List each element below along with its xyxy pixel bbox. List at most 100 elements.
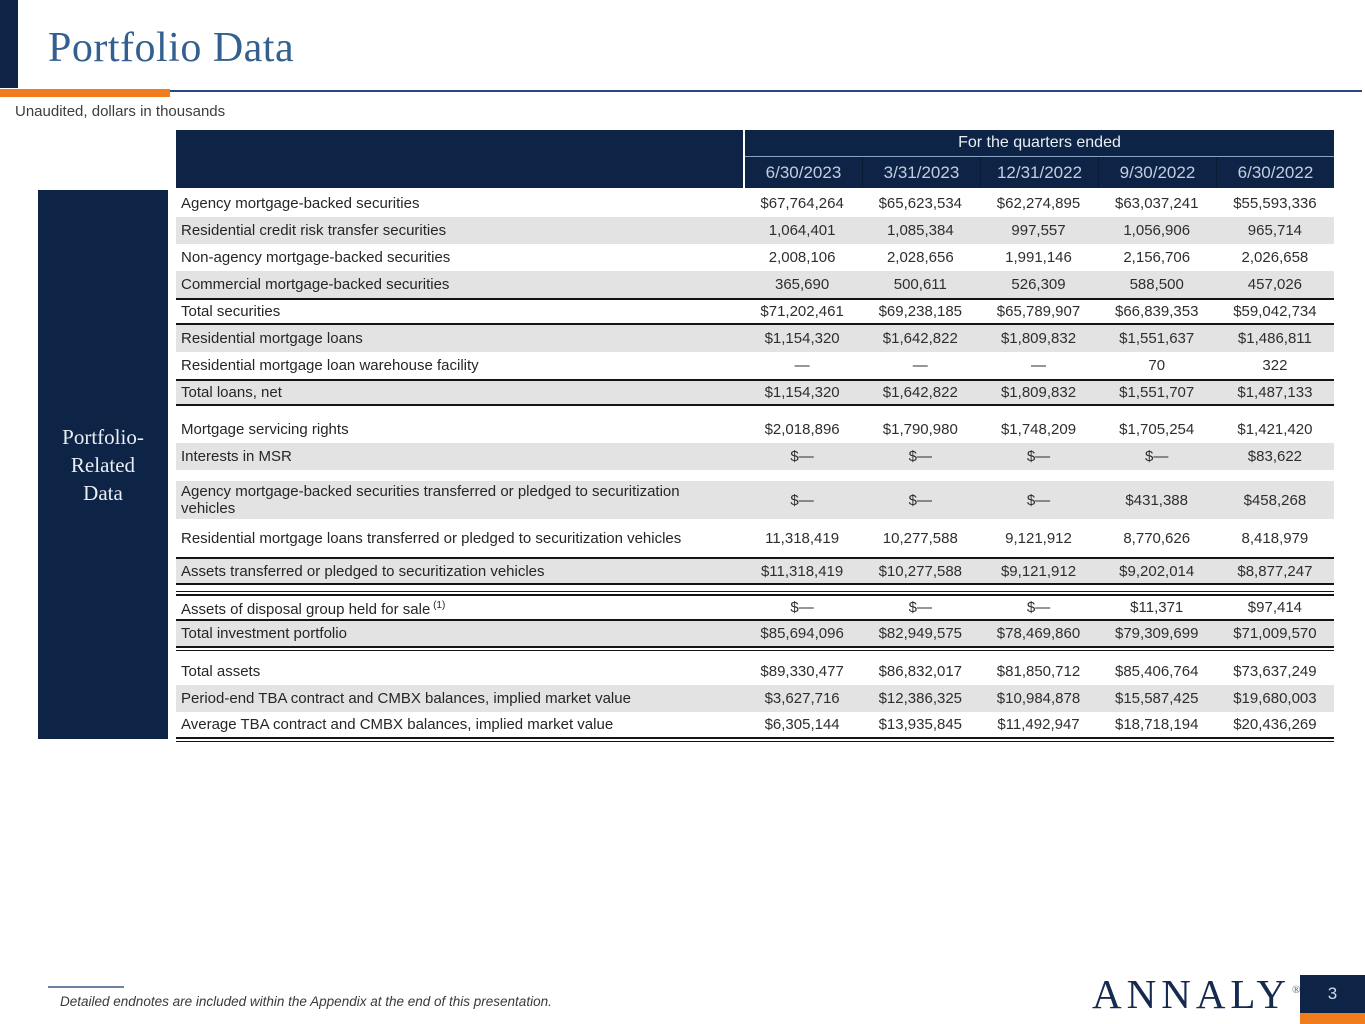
cell-value: 9,121,912	[1005, 529, 1072, 547]
table-header-quarters: For the quarters ended 6/30/2023 3/31/202…	[743, 130, 1334, 188]
cell-value: $—	[790, 448, 814, 465]
horizontal-rule	[176, 591, 1334, 592]
row-spacer	[176, 406, 1334, 415]
cell-value: 588,500	[1129, 276, 1184, 293]
cell-value: $83,622	[1247, 448, 1303, 465]
cell-value: 11,318,419	[765, 529, 840, 547]
row-label: Total investment portfolio	[181, 625, 347, 642]
cell-value: $458,268	[1243, 491, 1307, 509]
annaly-logo-text: ANNALY	[1092, 971, 1291, 1017]
cell-value: $431,388	[1125, 491, 1188, 509]
title-underline-orange	[0, 89, 170, 97]
cell-value: $69,238,185	[878, 303, 963, 320]
row-label: Average TBA contract and CMBX balances, …	[181, 716, 614, 733]
cell-value: $97,414	[1247, 599, 1303, 616]
portfolio-table: For the quarters ended 6/30/2023 3/31/202…	[176, 130, 1334, 742]
cell-value: $81,850,712	[996, 663, 1081, 680]
row-label: Residential mortgage loans transferred o…	[181, 529, 682, 547]
cell-value: $13,935,845	[878, 716, 963, 733]
cell-value: 2,028,656	[886, 249, 954, 266]
cell-value: $78,469,860	[996, 625, 1081, 642]
cell-value: $6,305,144	[764, 716, 840, 733]
cell-value: $11,318,419	[760, 562, 844, 580]
row-label: Residential credit risk transfer securit…	[181, 222, 447, 239]
table-row: Agency mortgage-backed securities $67,764…	[176, 190, 1334, 217]
cell-value: $1,421,420	[1237, 420, 1313, 438]
table-row: Total investment portfolio $85,694,096 $82…	[176, 621, 1334, 648]
cell-value: 322	[1262, 357, 1288, 374]
cell-value: $63,037,241	[1115, 195, 1199, 212]
column-header-row: 6/30/2023 3/31/2023 12/31/2022 9/30/2022 6/3…	[745, 157, 1334, 188]
cell-value: $10,277,588	[878, 562, 963, 580]
footnote-marker: (1)	[430, 600, 446, 611]
sidebar-label-line: Related	[70, 452, 136, 477]
cell-value: 365,690	[774, 276, 830, 293]
cell-value: $71,009,570	[1233, 625, 1317, 642]
cell-value: $—	[908, 599, 932, 616]
sidebar-label-line: Portfolio-	[62, 424, 144, 449]
cell-value: $—	[790, 491, 814, 509]
cell-value: 8,418,979	[1241, 529, 1309, 547]
row-label: Total assets	[181, 663, 261, 680]
cell-value: 457,026	[1247, 276, 1303, 293]
row-label: Agency mortgage-backed securities transf…	[181, 483, 680, 517]
table-banner: For the quarters ended	[745, 130, 1334, 157]
cell-value: $1,551,707	[1119, 384, 1195, 401]
page-number-box: 3	[1300, 975, 1365, 1013]
cell-value: $1,809,832	[1000, 384, 1077, 401]
cell-value: $—	[908, 491, 932, 509]
cell-value: $85,694,096	[760, 625, 844, 642]
cell-value: $1,748,209	[1000, 420, 1077, 438]
table-row: Residential mortgage loan warehouse faci…	[176, 352, 1334, 379]
cell-value: $—	[1026, 491, 1051, 509]
annaly-logo: ANNALY®	[1092, 970, 1300, 1018]
column-header: 6/30/2023	[765, 162, 842, 182]
cell-value: 2,026,658	[1241, 249, 1309, 266]
cell-value: $59,042,734	[1233, 303, 1317, 320]
row-label: Agency mortgage-backed securities	[181, 195, 420, 212]
cell-value: $89,330,477	[760, 663, 844, 680]
cell-value: $65,789,907	[996, 303, 1081, 320]
table-row: Agency mortgage-backed securities transf…	[176, 481, 1334, 519]
cell-value: $3,627,716	[764, 690, 840, 707]
cell-value: $20,436,269	[1233, 716, 1317, 733]
cell-value: $71,202,461	[760, 303, 844, 320]
table-row: Total securities $71,202,461 $69,238,185 $6…	[176, 298, 1334, 325]
cell-value: 500,611	[893, 276, 947, 293]
cell-value: $—	[1145, 448, 1169, 465]
cell-value: $1,486,811	[1237, 330, 1312, 347]
table-body: Agency mortgage-backed securities $67,764…	[176, 190, 1334, 742]
table-row: Average TBA contract and CMBX balances, …	[176, 712, 1334, 739]
cell-value: $1,790,980	[882, 420, 958, 438]
cell-value: $66,839,353	[1115, 303, 1199, 320]
page-title: Portfolio Data	[48, 25, 295, 71]
cell-value: $62,274,895	[996, 195, 1081, 212]
cell-value: $12,386,325	[878, 690, 963, 707]
cell-value: $82,949,575	[878, 625, 963, 642]
row-label: Total loans, net	[181, 384, 282, 401]
row-label: Assets transferred or pledged to securit…	[181, 562, 545, 580]
cell-value: 2,156,706	[1123, 249, 1191, 266]
cell-value: 1,991,146	[1005, 249, 1072, 266]
table-row: Total assets $89,330,477 $86,832,017 $81,85…	[176, 658, 1334, 685]
cell-value: $86,832,017	[878, 663, 963, 680]
cell-value: $—	[1026, 448, 1051, 465]
cell-value: 1,064,401	[768, 222, 836, 239]
row-label: Non-agency mortgage-backed securities	[181, 249, 451, 266]
row-label: Interests in MSR	[181, 448, 292, 465]
cell-value: $1,487,133	[1237, 384, 1313, 401]
table-row: Residential mortgage loans $1,154,320 $1,6…	[176, 325, 1334, 352]
page-number: 3	[1327, 984, 1338, 1003]
table-header: For the quarters ended 6/30/2023 3/31/202…	[176, 130, 1334, 188]
cell-value: $—	[908, 448, 932, 465]
column-header: 12/31/2022	[980, 157, 1098, 188]
cell-value: $65,623,534	[878, 195, 963, 212]
cell-value: $11,371	[1130, 599, 1184, 616]
row-label: Residential mortgage loan warehouse faci…	[181, 357, 479, 374]
cell-value: $1,551,637	[1119, 330, 1195, 347]
footnote: Detailed endnotes are included within th…	[60, 994, 552, 1009]
column-header: 6/30/2022	[1216, 157, 1334, 188]
cell-value: $2,018,896	[764, 420, 840, 438]
cell-value: $67,764,264	[760, 195, 844, 212]
